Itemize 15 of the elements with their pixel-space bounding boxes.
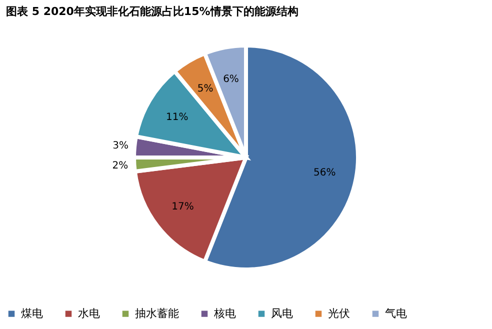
chart-title: 图表 5 2020年实现非化石能源占比15%情景下的能源结构 [6, 5, 298, 18]
data-label: 17% [172, 202, 194, 213]
legend-label: 光伏 [328, 306, 350, 320]
data-label: 6% [223, 74, 239, 85]
data-label: 5% [197, 84, 214, 95]
legend-label: 气电 [385, 306, 407, 320]
legend-label: 水电 [78, 306, 100, 320]
legend-label: 风电 [271, 306, 293, 320]
data-label: 3% [112, 140, 128, 152]
data-label: 2% [112, 160, 128, 172]
data-label: 56% [313, 167, 336, 178]
data-label: 11% [166, 112, 188, 123]
legend-label: 煤电 [21, 306, 43, 320]
legend-label: 抽水蓄能 [135, 306, 179, 320]
legend-label: 核电 [213, 306, 236, 320]
